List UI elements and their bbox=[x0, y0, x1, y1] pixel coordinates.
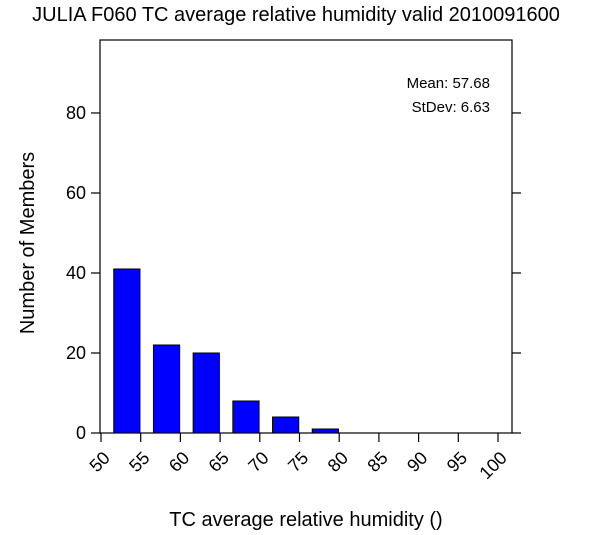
x-tick-label-55: 55 bbox=[125, 448, 153, 476]
stats-stdev: StDev: 6.63 bbox=[412, 99, 490, 116]
bars-group bbox=[113, 268, 339, 434]
bar-75-80 bbox=[311, 428, 339, 434]
plot-frame bbox=[99, 39, 513, 434]
chart-title: JULIA F060 TC average relative humidity … bbox=[32, 4, 560, 26]
x-tick-label-85: 85 bbox=[363, 448, 391, 476]
x-axis-label: TC average relative humidity () bbox=[169, 509, 442, 531]
y-axis-label: Number of Members bbox=[17, 152, 39, 334]
x-tick-label-90: 90 bbox=[403, 448, 431, 476]
x-tick-label-80: 80 bbox=[324, 448, 352, 476]
bar-55-60 bbox=[152, 344, 181, 434]
x-tick-label-70: 70 bbox=[244, 448, 272, 476]
y-axis: 0 20 40 60 80 bbox=[66, 103, 521, 443]
y-tick-label-60: 60 bbox=[66, 183, 86, 203]
y-tick-label-20: 20 bbox=[66, 343, 86, 363]
bar-65-70 bbox=[232, 400, 260, 434]
y-tick-label-0: 0 bbox=[76, 423, 86, 443]
x-tick-label-75: 75 bbox=[284, 448, 312, 476]
x-tick-label-65: 65 bbox=[205, 448, 233, 476]
x-axis: 50 55 60 65 70 75 80 85 90 95 100 bbox=[86, 433, 511, 483]
bar-70-75 bbox=[272, 416, 300, 434]
y-tick-label-40: 40 bbox=[66, 263, 86, 283]
x-tick-label-95: 95 bbox=[443, 448, 471, 476]
bar-50-55 bbox=[113, 268, 141, 434]
x-tick-label-50: 50 bbox=[86, 448, 114, 476]
y-tick-label-80: 80 bbox=[66, 103, 86, 123]
x-tick-label-60: 60 bbox=[165, 448, 193, 476]
x-tick-label-100: 100 bbox=[475, 448, 510, 483]
stats-mean: Mean: 57.68 bbox=[407, 75, 490, 92]
bar-60-65 bbox=[192, 352, 220, 434]
